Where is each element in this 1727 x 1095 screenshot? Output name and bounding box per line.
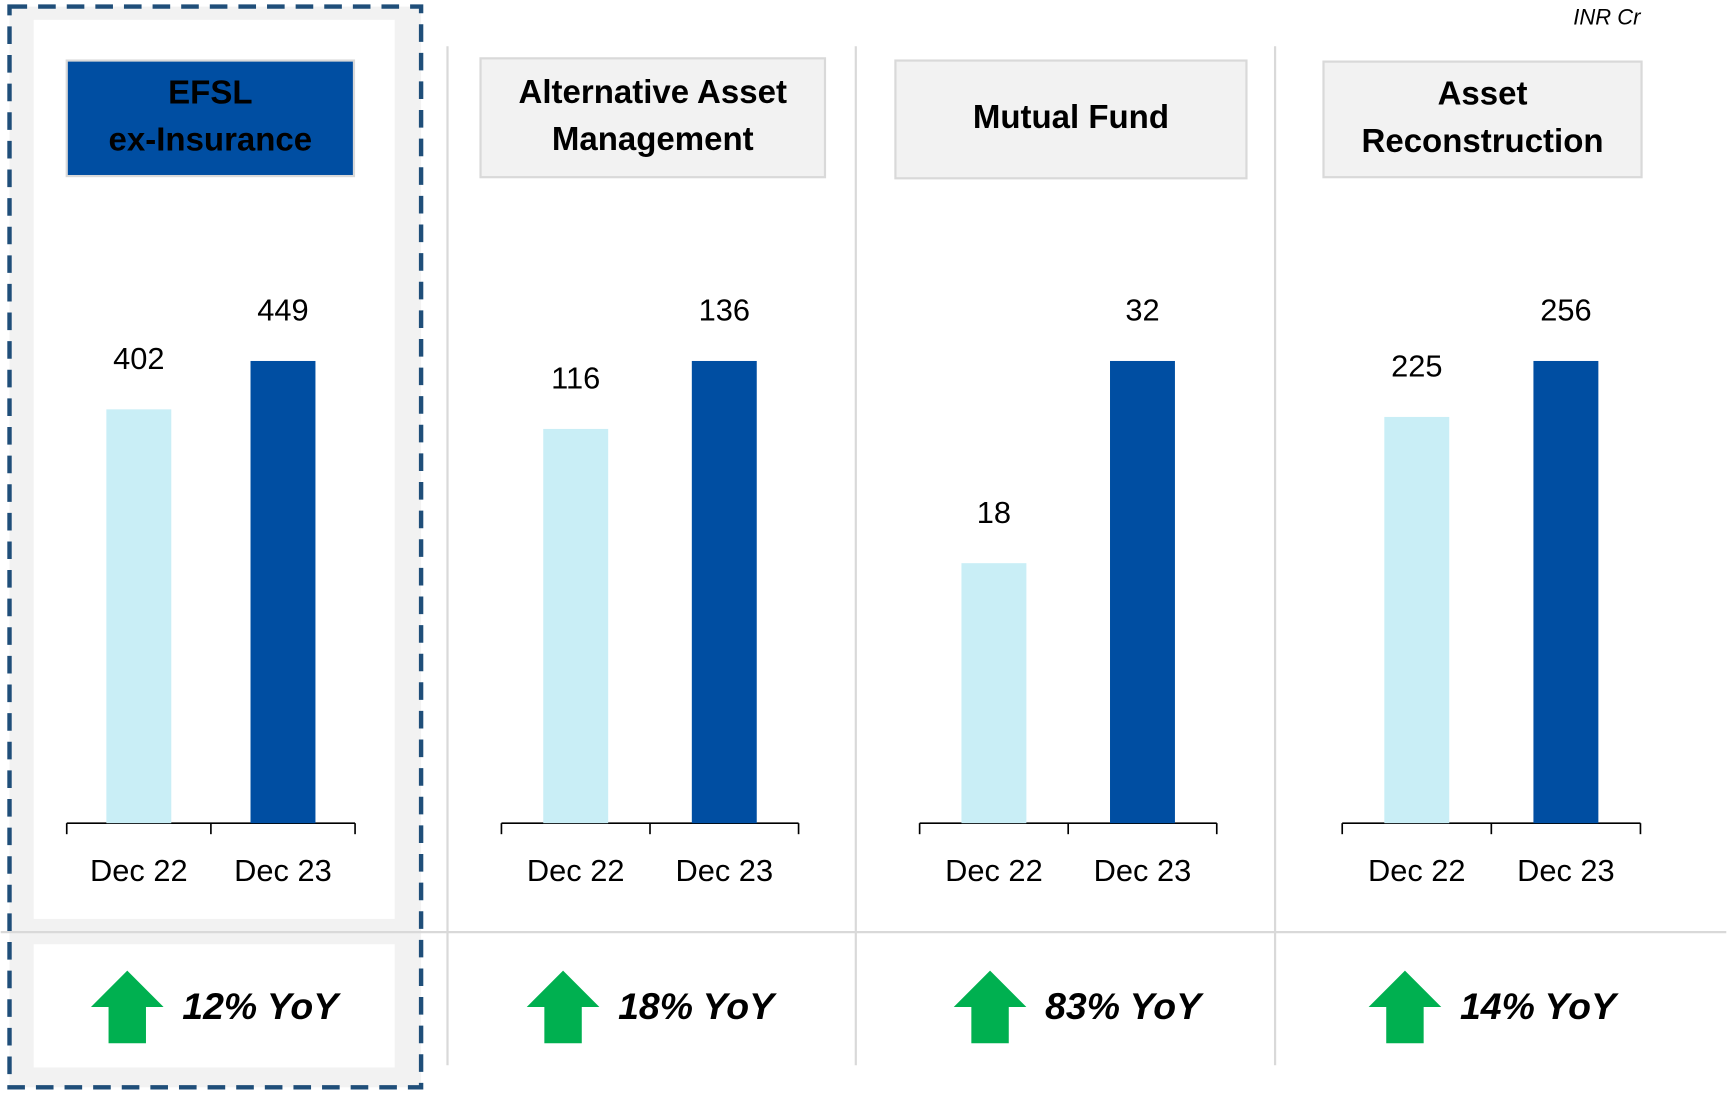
yoy-label: 18% YoY	[618, 985, 777, 1027]
up-arrow	[90, 970, 164, 1044]
value-label: 225	[1391, 349, 1442, 384]
panel-title: ex-Insurance	[109, 121, 313, 158]
x-tick-label: Dec 22	[527, 853, 625, 888]
title-box	[894, 59, 1248, 180]
yoy-label: 12% YoY	[182, 985, 341, 1027]
value-label: 449	[257, 293, 308, 328]
panel-title: Reconstruction	[1362, 122, 1604, 159]
title-box	[65, 59, 356, 178]
x-tick-label: Dec 23	[675, 853, 773, 888]
x-tick-label: Dec 22	[90, 853, 188, 888]
title-box	[1322, 60, 1643, 179]
yoy-label: 83% YoY	[1045, 985, 1204, 1027]
panel-title: EFSL	[168, 73, 252, 110]
highlight-frame	[7, 4, 424, 1090]
x-tick-label: Dec 22	[945, 853, 1043, 888]
value-label: 116	[551, 361, 600, 396]
x-tick-label: Dec 23	[234, 853, 332, 888]
bar	[691, 360, 757, 824]
bar	[1110, 360, 1175, 824]
panel-title: Management	[552, 120, 754, 157]
yoy-label: 14% YoY	[1460, 985, 1619, 1027]
value-label: 32	[1125, 293, 1159, 328]
x-tick-label: Dec 22	[1368, 853, 1466, 888]
unit-note: INR Cr	[1573, 5, 1642, 30]
panel-title: Asset	[1438, 74, 1528, 111]
bar	[106, 409, 172, 824]
x-tick-label: Dec 23	[1517, 853, 1615, 888]
value-label: 256	[1540, 293, 1591, 328]
x-tick-label: Dec 23	[1094, 853, 1192, 888]
bar	[1384, 416, 1450, 824]
panel-title: Mutual Fund	[973, 98, 1169, 135]
value-label: 402	[113, 341, 164, 376]
value-label: 18	[977, 495, 1011, 530]
bar	[250, 360, 316, 824]
panel-title: Alternative Asset	[519, 73, 787, 110]
title-box	[479, 57, 827, 179]
up-arrow	[526, 970, 600, 1044]
bar	[1533, 360, 1599, 824]
bar	[961, 563, 1027, 824]
up-arrow	[1368, 970, 1442, 1044]
up-arrow	[953, 970, 1027, 1044]
bar	[543, 428, 609, 824]
value-label: 136	[699, 293, 750, 328]
